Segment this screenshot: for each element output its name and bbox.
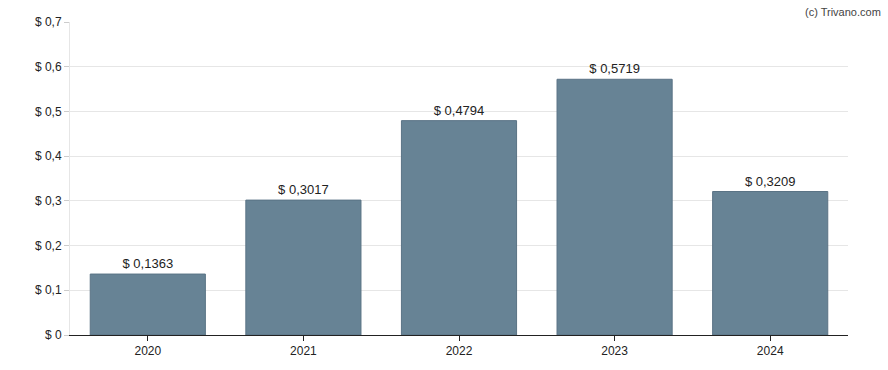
- svg-text:$ 0: $ 0: [45, 328, 62, 342]
- svg-text:2024: 2024: [757, 344, 784, 358]
- svg-text:$ 0,4794: $ 0,4794: [434, 103, 485, 118]
- svg-text:$ 0,7: $ 0,7: [35, 15, 62, 29]
- svg-text:$ 0,5719: $ 0,5719: [589, 61, 640, 76]
- svg-text:2023: 2023: [601, 344, 628, 358]
- svg-text:$ 0,3209: $ 0,3209: [745, 174, 796, 189]
- svg-text:$ 0,1: $ 0,1: [35, 283, 62, 297]
- svg-text:$ 0,2: $ 0,2: [35, 239, 62, 253]
- svg-text:$ 0,5: $ 0,5: [35, 105, 62, 119]
- svg-text:$ 0,3017: $ 0,3017: [278, 182, 329, 197]
- svg-text:2021: 2021: [290, 344, 317, 358]
- svg-text:$ 0,6: $ 0,6: [35, 60, 62, 74]
- svg-text:$ 0,4: $ 0,4: [35, 149, 62, 163]
- svg-text:2022: 2022: [446, 344, 473, 358]
- svg-text:2020: 2020: [134, 344, 161, 358]
- svg-text:(c) Trivano.com: (c) Trivano.com: [805, 6, 881, 18]
- svg-text:$ 0,1363: $ 0,1363: [122, 256, 173, 271]
- svg-text:$ 0,3: $ 0,3: [35, 194, 62, 208]
